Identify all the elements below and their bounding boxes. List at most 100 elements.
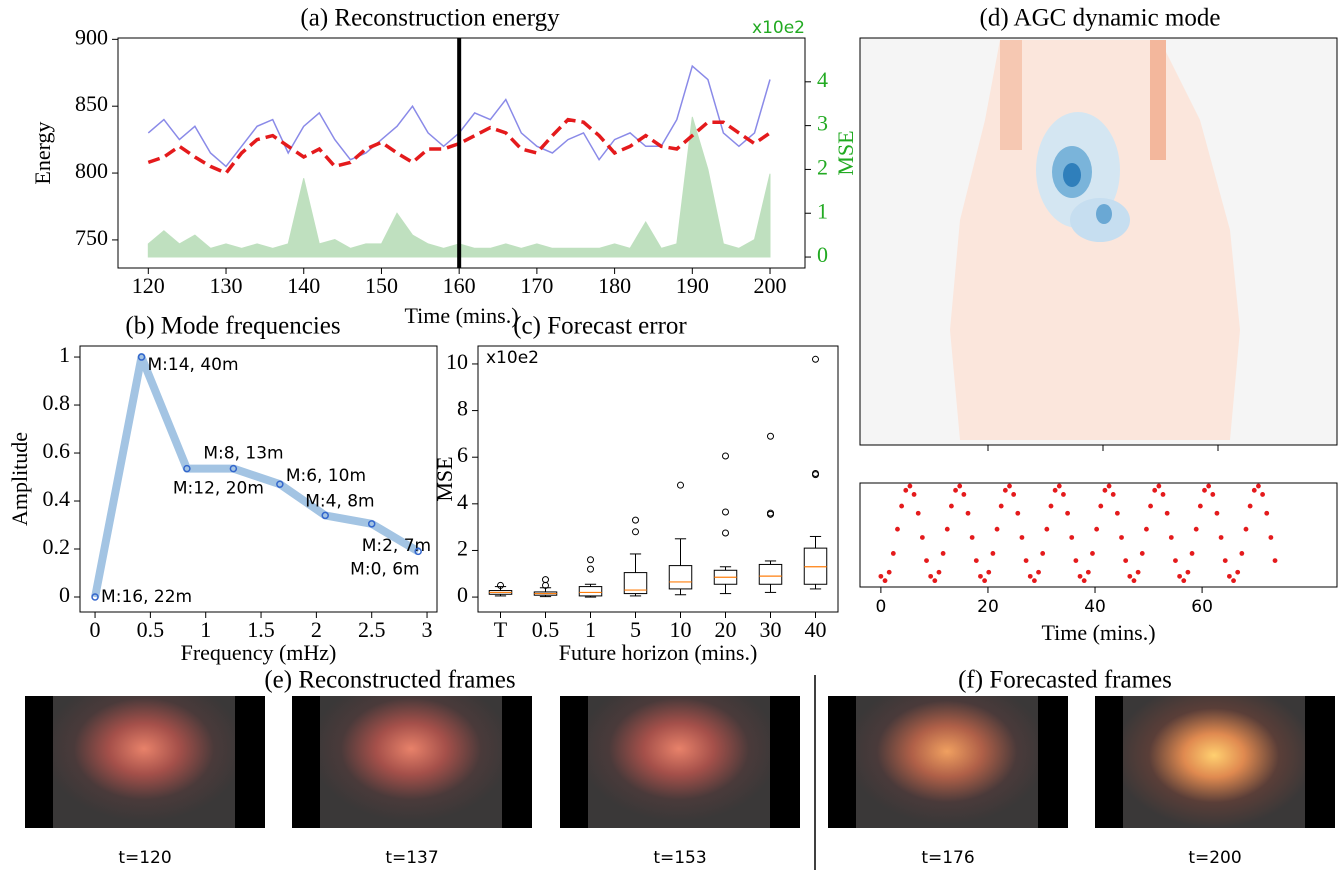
x-tick-label: 0 [875,597,886,617]
data-point [903,487,909,493]
plot-background [478,346,838,612]
data-point [1098,503,1104,509]
frame-label: t=153 [653,848,706,868]
frames-title: (e) Reconstructed frames [264,667,515,694]
y2-axis-label: MSE [833,130,858,175]
outlier [722,452,729,460]
data-point [928,573,934,579]
data-point [1193,526,1199,532]
x-tick-label: 170 [520,273,553,298]
data-point [1235,569,1241,575]
data-point [1002,487,1008,493]
outlier [812,355,819,363]
data-point [1106,483,1112,489]
data-point [961,492,967,497]
axis-annotation: x10e2 [486,348,539,368]
data-point [1260,492,1265,497]
y-tick-label: 0.4 [43,486,71,511]
data-point [1222,558,1228,563]
frame [1095,696,1335,828]
data-point [882,578,888,584]
x-tick-label: 0 [90,617,101,642]
x-tick-label: 0.5 [137,617,165,642]
data-point [919,535,925,540]
data-point [1114,510,1120,516]
data-point [1023,558,1029,563]
data-point [1173,558,1178,563]
data-point [895,526,900,532]
mse-area [147,116,771,258]
point-label: M:8, 13m [203,444,283,464]
data-point [321,511,329,520]
x-tick-label: 180 [598,273,631,298]
x-tick-label: 130 [210,273,243,298]
frame [560,696,800,828]
axis-annotation: x10e2 [752,18,805,38]
frame-image [856,696,1038,828]
data-point [1268,535,1274,540]
outlier [722,529,729,537]
heatmap-region [1000,40,1022,150]
data-point [1214,510,1220,516]
data-point [1148,503,1153,509]
data-point [1189,551,1195,556]
x-axis-label: Time (mins.) [1041,620,1155,645]
data-point [137,353,146,361]
heatmap-region [1150,40,1166,160]
frame [292,696,532,828]
y-tick-label: 2 [457,536,468,561]
y-tick-label: 10 [446,349,468,374]
data-point [890,551,896,556]
heatmap-region [1096,204,1112,224]
data-point [1019,535,1025,540]
data-point [1127,573,1133,579]
data-point [1243,526,1249,532]
box [758,563,783,585]
data-point [940,551,946,556]
outlier [632,528,639,536]
outlier [722,508,729,516]
data-point [1007,483,1012,489]
data-point [1102,487,1108,493]
x-tick-label: 20 [977,597,999,617]
heatmap-region [1063,163,1081,187]
data-point [1144,526,1149,532]
y2-tick-label: 1 [817,198,828,223]
x-tick-label: 30 [760,617,782,642]
chart-title: (b) Mode frequencies [125,313,340,340]
x-tick-label: 2 [311,617,322,642]
outlier [767,509,774,517]
heatmap [859,37,1338,451]
data-point [899,503,905,509]
box [623,572,648,595]
frame-label: t=176 [921,848,974,868]
data-point [907,483,913,489]
point-label: M:12, 20m [173,479,264,499]
data-point [1218,535,1224,540]
x-tick-label: 10 [670,617,692,642]
data-point [367,520,376,528]
data-point [1077,573,1083,579]
y-axis-label: Amplitude [7,432,32,526]
point-label: M:14, 40m [148,355,239,375]
plot-frame [859,482,1338,588]
data-point [1119,535,1124,540]
data-point [1168,535,1174,540]
data-point [1152,487,1158,493]
data-point [276,480,284,488]
y-axis-label: Energy [30,121,55,184]
data-line [91,353,421,598]
y-tick-label: 0 [59,582,70,607]
data-point [1247,503,1253,509]
x-axis-label: Frequency (mHz) [181,640,337,665]
frame [828,696,1068,828]
data-point [936,569,942,575]
data-point [1177,573,1183,579]
data-point [1251,487,1257,493]
y-tick-label: 0 [457,582,468,607]
data-line [147,117,771,176]
data-point [1131,578,1137,584]
frame-image [588,696,770,828]
box [578,586,603,597]
